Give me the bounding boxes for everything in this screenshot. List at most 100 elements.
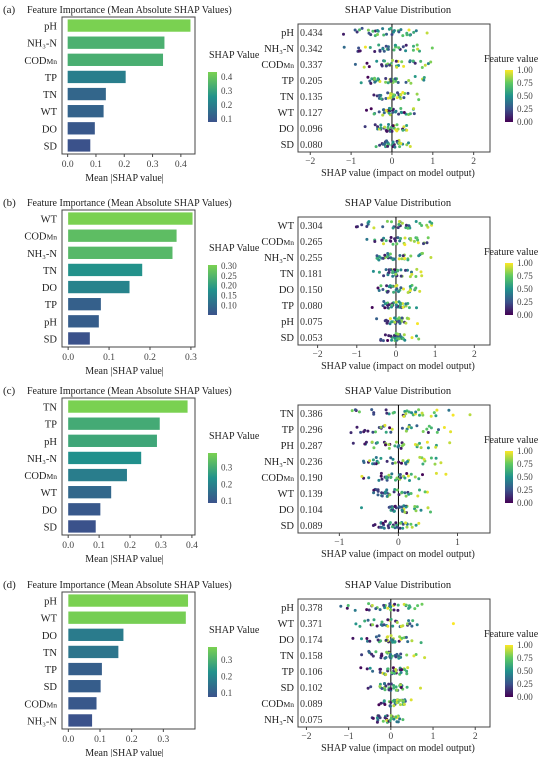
importance-colorbar-tick: 0.3 [221, 86, 233, 96]
shap-point [380, 494, 384, 498]
shap-point [429, 426, 433, 430]
importance-colorbar-tick: 0.2 [221, 671, 232, 681]
shap-point [398, 254, 402, 257]
shap-point [423, 63, 427, 67]
importance-x-tick-label: 0.4 [186, 541, 198, 551]
importance-x-tick-label: 0.4 [175, 160, 187, 170]
shap-point [365, 237, 369, 241]
importance-bar [68, 697, 97, 710]
shap-point [389, 634, 393, 638]
shap-point [365, 608, 369, 612]
shap-point [368, 46, 372, 49]
importance-x-tick-label: 0.3 [147, 160, 159, 170]
shap-point [384, 77, 388, 80]
shap-point [401, 624, 405, 628]
importance-colorbar-tick: 0.1 [221, 496, 232, 506]
shap-point [418, 455, 422, 459]
shap-point [391, 95, 395, 99]
shap-point [400, 508, 404, 512]
shap-point [376, 125, 380, 129]
shap-point [382, 526, 386, 530]
importance-bar [68, 434, 157, 447]
shap-point [387, 270, 391, 274]
importance-feature-label: TP [45, 420, 57, 431]
shap-point [388, 239, 392, 243]
shap-point [366, 639, 369, 643]
distribution-x-tick-label: −2 [305, 157, 315, 167]
shap-point [401, 34, 405, 38]
shap-point [397, 654, 400, 658]
shap-point [370, 77, 374, 81]
shap-point [387, 443, 391, 447]
shap-point [394, 521, 398, 525]
shap-point [435, 430, 439, 434]
shap-point [392, 684, 396, 687]
shap-point [420, 224, 424, 227]
shap-point [382, 623, 386, 627]
importance-colorbar-title: SHAP Value [209, 50, 260, 61]
shap-point [366, 686, 370, 690]
shap-point [390, 427, 394, 431]
shap-point [378, 143, 382, 147]
shap-point [369, 81, 373, 85]
distribution-colorbar-tick: 0.00 [517, 692, 533, 702]
shap-point [374, 607, 378, 611]
distribution-x-label: SHAP value (impact on model output) [321, 549, 475, 560]
distribution-colorbar-title: Feature value [484, 435, 539, 446]
importance-x-tick-label: 0.0 [62, 541, 74, 551]
importance-feature-label: SD [44, 334, 58, 345]
distribution-feature-label: pH [281, 317, 294, 328]
shap-point [402, 287, 405, 291]
distribution-feature-label: CODMn [261, 237, 294, 248]
importance-feature-label: pH [44, 317, 57, 328]
importance-feature-label: TN [43, 648, 57, 659]
shap-point [393, 336, 397, 340]
shap-point [418, 49, 421, 53]
shap-point [377, 255, 381, 259]
shap-point [380, 238, 384, 242]
shap-point [382, 274, 386, 278]
importance-feature-label: CODMn [24, 699, 57, 710]
importance-title: Feature Importance (Mean Absolute SHAP V… [27, 580, 232, 591]
shap-point [383, 716, 387, 720]
shap-point [385, 284, 389, 288]
shap-point [373, 523, 377, 527]
shap-point [401, 526, 405, 530]
shap-point [375, 441, 379, 445]
shap-point [389, 456, 393, 460]
shap-point [392, 698, 396, 702]
shap-point [390, 220, 393, 224]
shap-point [425, 440, 429, 444]
importance-x-tick-label: 0.0 [62, 735, 74, 745]
shap-point [404, 635, 408, 639]
distribution-value-label: 0.158 [300, 651, 323, 662]
shap-point [386, 47, 390, 51]
shap-point [391, 624, 395, 628]
shap-point [382, 699, 386, 703]
shap-point [384, 408, 388, 412]
importance-bar [68, 246, 173, 259]
shap-point [408, 275, 412, 279]
shap-point [393, 237, 397, 241]
shap-point [418, 221, 422, 225]
shap-point [397, 30, 401, 34]
shap-point [392, 290, 396, 294]
shap-point [426, 506, 430, 510]
distribution-colorbar-title: Feature value [484, 629, 539, 640]
importance-frame [61, 591, 196, 730]
shap-point [371, 458, 375, 462]
shap-point [416, 494, 420, 498]
shap-point [381, 27, 385, 31]
shap-point [381, 225, 385, 229]
shap-point [412, 107, 416, 111]
distribution-feature-label: pH [281, 603, 294, 614]
shap-point [422, 78, 426, 82]
shap-point [381, 142, 385, 146]
shap-point [391, 271, 395, 275]
distribution-x-tick-label: 2 [473, 732, 478, 742]
importance-bar [68, 280, 130, 294]
importance-colorbar-title: SHAP Value [209, 243, 260, 254]
shap-point [414, 523, 418, 527]
shap-point [364, 440, 368, 444]
